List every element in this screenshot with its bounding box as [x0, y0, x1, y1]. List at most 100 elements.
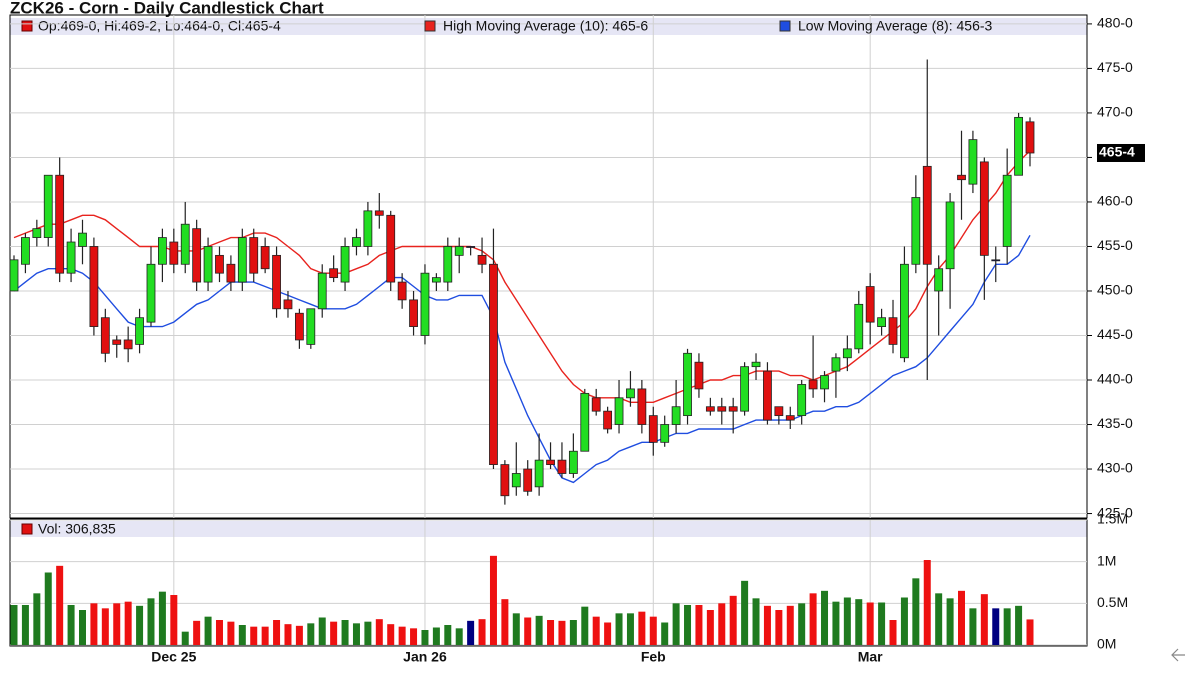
volume-bar [866, 602, 874, 645]
legend-volume: Vol: 306,835 [38, 521, 116, 537]
candle-body [454, 246, 464, 256]
candle-body [203, 246, 213, 283]
volume-bar [512, 613, 520, 645]
volume-bar [478, 619, 486, 645]
volume-bar [387, 624, 395, 645]
candle-body [32, 228, 42, 238]
volume-tick-label: 1M [1097, 552, 1116, 568]
candle-body [215, 254, 224, 274]
candle-body [968, 139, 978, 185]
candle-body [431, 277, 441, 283]
candle-body [100, 317, 110, 354]
chart-title: ZCK26 - Corn - Daily Candlestick Chart [10, 0, 324, 17]
candle-body [294, 312, 304, 341]
moving-average-line [13, 150, 1031, 403]
y-tick-label: 440-0 [1097, 371, 1133, 387]
volume-bar [444, 625, 452, 645]
candle-body [1025, 121, 1035, 154]
candle-body [180, 223, 190, 265]
volume-bar [832, 601, 840, 645]
volume-bar [809, 593, 817, 645]
volume-bar [889, 620, 897, 645]
volume-bar [695, 605, 703, 645]
candle-body [283, 299, 293, 310]
volume-bar [78, 610, 86, 645]
candle-body [523, 468, 533, 492]
volume-bar [124, 601, 132, 645]
volume-bar [467, 620, 475, 645]
price-frame [9, 14, 1088, 519]
volume-bar [821, 590, 829, 645]
volume-bar [21, 605, 29, 645]
volume-bar [501, 599, 509, 645]
volume-bar [295, 625, 303, 645]
volume-bar [158, 591, 166, 645]
volume-bar [1003, 608, 1011, 645]
volume-bar [352, 623, 360, 645]
candle-body [443, 246, 453, 283]
candle-body [934, 268, 944, 292]
volume-bar [969, 608, 977, 645]
candle-body [808, 379, 818, 390]
y-tick-label: 445-0 [1097, 326, 1133, 342]
volume-bar [10, 605, 18, 645]
candle-body [249, 237, 259, 274]
candle-body [500, 464, 510, 497]
legend-swatch [21, 20, 33, 32]
volume-bar [547, 620, 555, 645]
volume-bar [935, 593, 943, 645]
candle-body [568, 450, 578, 474]
candle-body [979, 161, 989, 256]
y-tick-label: 455-0 [1097, 237, 1133, 253]
candle-body [89, 246, 99, 327]
volume-bar [752, 598, 760, 645]
volume-bar [364, 621, 372, 645]
candle-body [637, 388, 647, 425]
candle-body [717, 406, 727, 412]
y-tick-label: 430-0 [1097, 460, 1133, 476]
y-tick-label: 425-0 [1097, 504, 1133, 520]
volume-bar [330, 621, 338, 645]
volume-bar [1015, 605, 1023, 645]
candle-body [865, 286, 875, 323]
candle-body [123, 339, 133, 350]
volume-bar [250, 626, 258, 645]
candle-body [660, 424, 670, 443]
candle-body [386, 214, 396, 283]
y-tick-label: 475-0 [1097, 59, 1133, 75]
volume-bar [489, 555, 497, 645]
candle-body [683, 352, 692, 417]
legend-band [10, 18, 1087, 35]
candle-body [43, 174, 53, 238]
candle-body [854, 303, 864, 350]
volume-bar [238, 625, 246, 645]
volume-bar [432, 627, 440, 645]
candle-body [511, 473, 521, 488]
y-tick-label: 460-0 [1097, 193, 1133, 209]
volume-bar [375, 619, 383, 645]
candle-body [911, 197, 921, 265]
legend-swatch [424, 20, 436, 32]
x-tick-label: Mar [858, 649, 883, 665]
candle-body [785, 415, 795, 421]
volume-bar [284, 624, 292, 645]
y-tick-label: 435-0 [1097, 415, 1133, 431]
legend-swatch [21, 523, 33, 535]
back-arrow-icon[interactable] [1171, 648, 1185, 662]
volume-bar [90, 603, 98, 645]
volume-bar [741, 580, 749, 645]
candle-body [751, 361, 761, 368]
candle-body [112, 339, 122, 345]
volume-bar [912, 578, 920, 645]
volume-bar [101, 608, 109, 645]
volume-bar [581, 606, 589, 645]
volume-legend-band [10, 521, 1087, 537]
volume-bar [1026, 619, 1034, 645]
volume-bar [307, 623, 315, 645]
volume-bar [661, 622, 669, 645]
candle-body [226, 263, 236, 283]
candle-body [763, 370, 772, 421]
volume-bar [718, 603, 726, 645]
candle-body [900, 263, 909, 359]
volume-bar [33, 593, 41, 645]
